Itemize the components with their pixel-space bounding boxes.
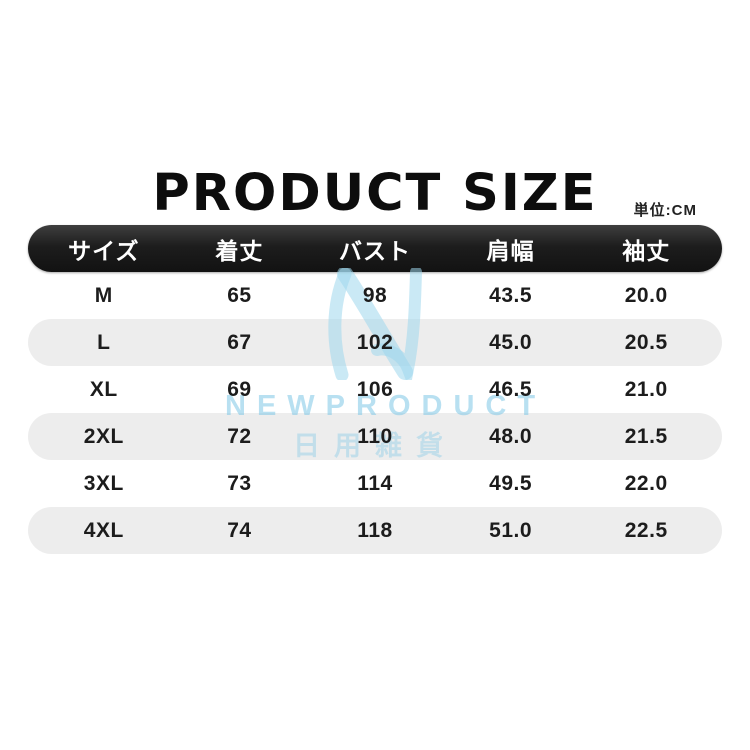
watermark-subtext: 日用雑貨 xyxy=(293,431,457,461)
table-row: XL 69 106 46.5 21.0 xyxy=(28,366,722,413)
shoulder-width-cell: 46.5 xyxy=(489,377,533,401)
bust-cell: 110 xyxy=(357,424,393,448)
column-header: 着丈 xyxy=(215,237,264,264)
sleeve-length-cell: 22.0 xyxy=(624,471,668,495)
table-row: 3XL 73 114 49.5 22.0 xyxy=(28,460,722,507)
length-cell: 73 xyxy=(227,471,252,495)
bust-cell: 106 xyxy=(356,377,394,401)
table-row: 4XL 74 118 51.0 22.5 xyxy=(28,507,722,554)
shoulder-width-cell: 45.0 xyxy=(489,330,533,354)
table-row: M 65 98 43.5 20.0 xyxy=(28,272,722,319)
sleeve-length-cell: 20.5 xyxy=(624,330,668,354)
size-table-body: M 65 98 43.5 20.0 L 67 102 45.0 20.5 XL … xyxy=(28,272,722,554)
sleeve-length-cell: 21.5 xyxy=(624,424,668,448)
sleeve-length-cell: 20.0 xyxy=(624,283,668,307)
table-row: 2XL 72 110 48.0 21.5 xyxy=(28,413,722,460)
length-cell: 72 xyxy=(227,424,252,448)
size-cell: 3XL xyxy=(83,471,124,495)
length-cell: 65 xyxy=(227,283,252,307)
bust-cell: 114 xyxy=(357,471,393,495)
page-title: PRODUCT SIZE xyxy=(152,164,598,223)
shoulder-width-cell: 48.0 xyxy=(489,424,533,448)
sleeve-length-cell: 21.0 xyxy=(624,377,668,401)
column-header: 肩幅 xyxy=(486,237,535,264)
bust-cell: 98 xyxy=(362,283,388,307)
size-cell: 4XL xyxy=(83,518,124,542)
bust-cell: 118 xyxy=(357,518,393,542)
length-cell: 69 xyxy=(227,377,252,401)
shoulder-width-cell: 51.0 xyxy=(489,518,533,542)
size-table-header: サイズ 着丈 バスト 肩幅 袖丈 xyxy=(28,225,722,272)
watermark-n-icon xyxy=(328,268,422,380)
shoulder-width-cell: 43.5 xyxy=(489,283,533,307)
length-cell: 67 xyxy=(227,330,252,354)
column-header: サイズ xyxy=(68,237,140,264)
size-cell: 2XL xyxy=(83,424,124,448)
column-header: バスト xyxy=(338,237,411,264)
column-header: 袖丈 xyxy=(622,237,671,264)
size-cell: XL xyxy=(89,377,118,401)
size-cell: M xyxy=(94,283,113,307)
size-table: サイズ 着丈 バスト 肩幅 袖丈 M 65 98 43.5 20.0 L 67 102 … xyxy=(28,225,722,554)
unit-label: 単位:CM xyxy=(633,202,697,219)
length-cell: 74 xyxy=(227,518,252,542)
sleeve-length-cell: 22.5 xyxy=(624,518,668,542)
size-cell: L xyxy=(97,330,111,354)
bust-cell: 102 xyxy=(356,330,394,354)
watermark-brand-text: NEWPRODUCT xyxy=(225,390,547,422)
shoulder-width-cell: 49.5 xyxy=(489,471,533,495)
